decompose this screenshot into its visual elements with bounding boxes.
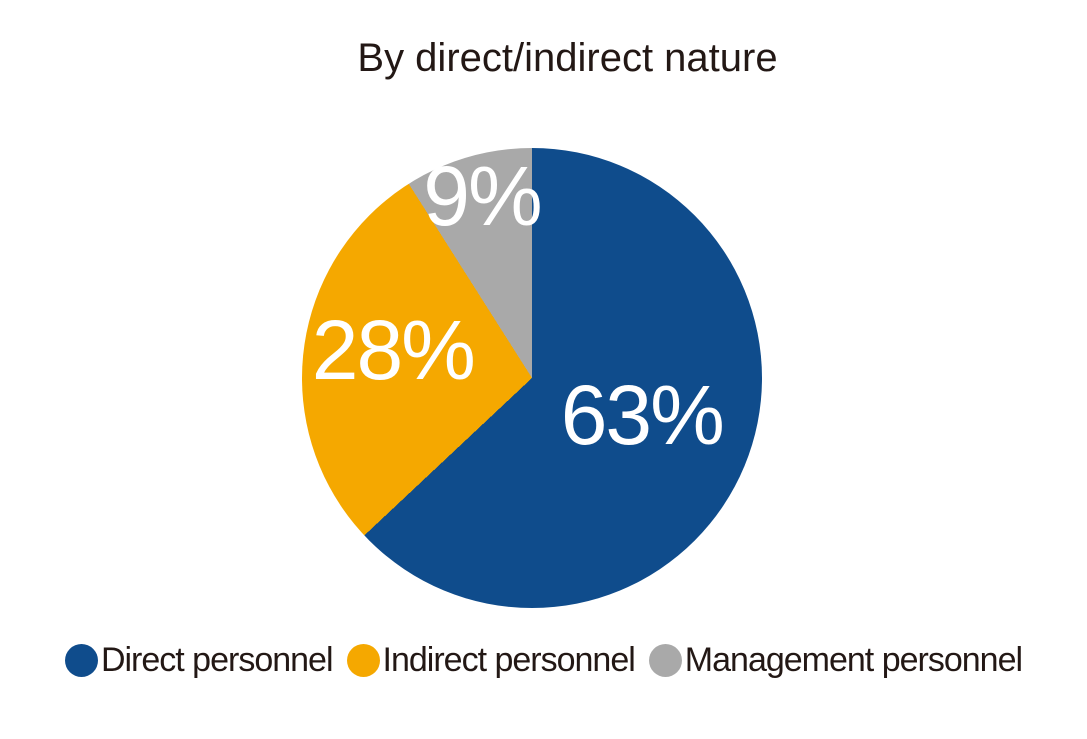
legend: Direct personnel Indirect personnel Mana… xyxy=(0,641,1087,680)
legend-swatch-icon xyxy=(64,644,98,677)
slice-percent-label: 63% xyxy=(560,368,725,463)
pie-chart: 63% 28% 9% xyxy=(302,148,762,608)
legend-item: Management personnel xyxy=(648,641,1023,680)
legend-swatch-icon xyxy=(346,644,380,677)
legend-item: Direct personnel xyxy=(64,641,334,680)
legend-item-label: Indirect personnel xyxy=(382,641,636,679)
legend-item-label: Management personnel xyxy=(684,641,1023,679)
legend-swatch-icon xyxy=(648,644,682,677)
chart-title: By direct/indirect nature xyxy=(357,36,778,80)
slice-percent-label: 28% xyxy=(311,303,476,398)
slice-percent-label: 9% xyxy=(423,148,542,243)
legend-item-label: Direct personnel xyxy=(100,641,334,679)
legend-item: Indirect personnel xyxy=(346,641,636,680)
